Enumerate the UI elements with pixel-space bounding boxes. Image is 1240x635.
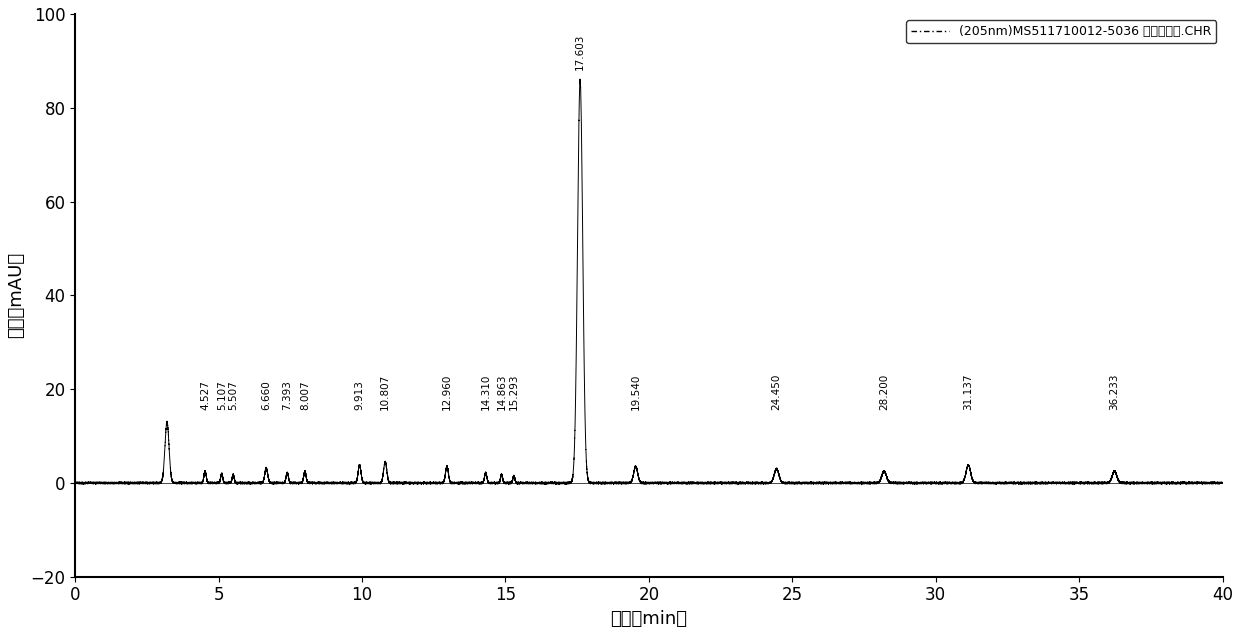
Text: 24.450: 24.450 bbox=[771, 374, 781, 410]
X-axis label: 时间［min］: 时间［min］ bbox=[610, 610, 687, 628]
Text: 8.007: 8.007 bbox=[300, 380, 310, 410]
Text: 14.863: 14.863 bbox=[496, 374, 507, 410]
Text: 12.960: 12.960 bbox=[441, 374, 451, 410]
Text: 28.200: 28.200 bbox=[879, 374, 889, 410]
Text: 4.527: 4.527 bbox=[200, 380, 210, 410]
Text: 5.107: 5.107 bbox=[217, 380, 227, 410]
Legend: (205nm)MS511710012-5036 紫外检测器.CHR: (205nm)MS511710012-5036 紫外检测器.CHR bbox=[906, 20, 1216, 43]
Text: 17.603: 17.603 bbox=[575, 34, 585, 70]
Text: 10.807: 10.807 bbox=[381, 374, 391, 410]
Text: 19.540: 19.540 bbox=[631, 374, 641, 410]
Text: 9.913: 9.913 bbox=[355, 380, 365, 410]
Text: 5.507: 5.507 bbox=[228, 380, 238, 410]
Text: 15.293: 15.293 bbox=[508, 374, 518, 410]
Text: 7.393: 7.393 bbox=[283, 380, 293, 410]
Y-axis label: 信号［mAU］: 信号［mAU］ bbox=[7, 252, 25, 338]
Text: 36.233: 36.233 bbox=[1110, 374, 1120, 410]
Text: 14.310: 14.310 bbox=[481, 374, 491, 410]
Text: 31.137: 31.137 bbox=[963, 374, 973, 410]
Text: 6.660: 6.660 bbox=[262, 380, 272, 410]
